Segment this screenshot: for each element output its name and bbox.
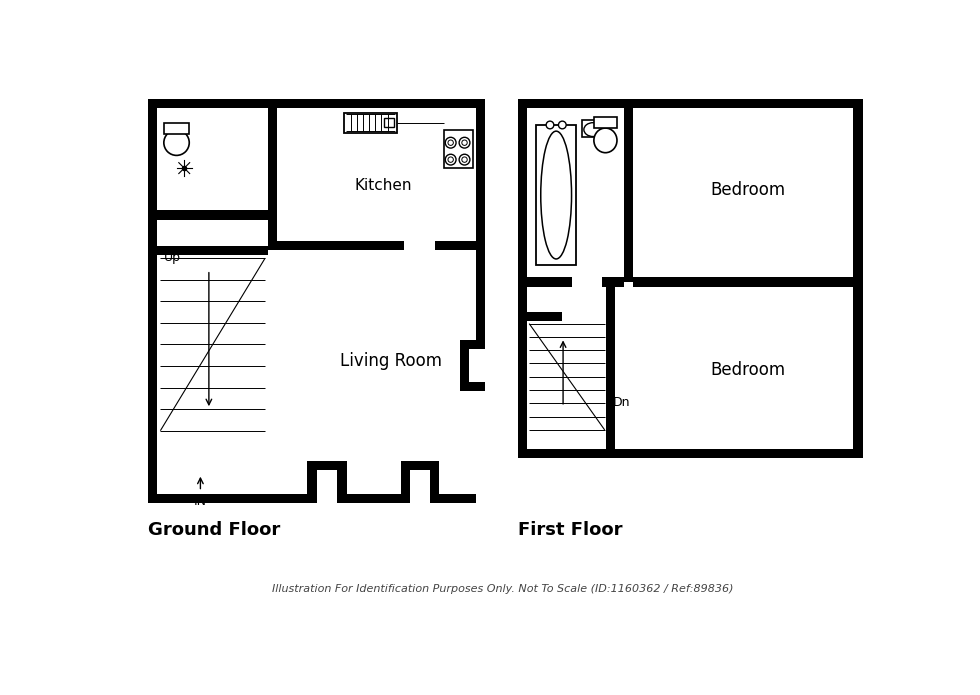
Bar [439,494,476,503]
Bar [157,211,269,220]
Text: First Floor: First Floor [517,521,622,539]
Circle shape [462,140,467,145]
Bar [435,241,476,250]
Text: Dn: Dn [612,396,630,409]
Bar [148,99,485,108]
Bar [269,108,277,211]
Bar [148,99,157,503]
Bar [269,176,277,211]
Bar [401,461,439,470]
Text: Living Room: Living Room [340,352,442,370]
Bar [517,99,862,108]
Bar [444,129,473,168]
Bar [527,277,571,286]
Text: Kitchen: Kitchen [354,179,412,193]
Bar [517,449,862,459]
Ellipse shape [584,123,603,136]
Text: Ground Floor: Ground Floor [148,521,280,539]
Bar [582,120,604,138]
Bar [165,124,189,134]
Bar [624,108,633,282]
Circle shape [459,154,470,165]
Bar [460,340,485,349]
Bar [633,277,854,286]
Bar [277,494,308,503]
Circle shape [445,138,456,148]
Text: Bedroom: Bedroom [710,181,785,199]
Circle shape [462,157,467,163]
Bar [401,461,410,503]
Bar [594,117,617,128]
Bar [476,99,485,250]
Ellipse shape [164,130,189,156]
Bar [517,99,527,459]
Circle shape [459,138,470,148]
Bar [854,99,862,459]
Bar [148,494,277,503]
Circle shape [559,121,566,129]
Circle shape [448,140,454,145]
Bar [476,250,485,349]
Circle shape [546,121,554,129]
Bar [384,118,394,127]
Bar [460,349,469,391]
Bar [603,277,624,286]
Bar [308,461,347,470]
Bar [536,125,576,265]
Bar [460,382,485,391]
Bar [277,241,405,250]
Bar [157,246,269,255]
Bar [337,461,347,503]
Bar [607,286,615,449]
Bar [430,461,439,503]
Bar [527,312,562,321]
Text: Up: Up [164,252,180,264]
Bar [347,494,401,503]
Text: Illustration For Identification Purposes Only. Not To Scale (ID:1160362 / Ref:89: Illustration For Identification Purposes… [271,584,733,594]
Text: Bedroom: Bedroom [710,361,785,379]
Ellipse shape [594,128,617,153]
Circle shape [445,154,456,165]
Bar [308,461,317,503]
Bar [344,113,397,133]
Bar [269,208,277,250]
Circle shape [448,157,454,163]
Text: IN: IN [194,496,207,508]
Ellipse shape [541,131,571,259]
